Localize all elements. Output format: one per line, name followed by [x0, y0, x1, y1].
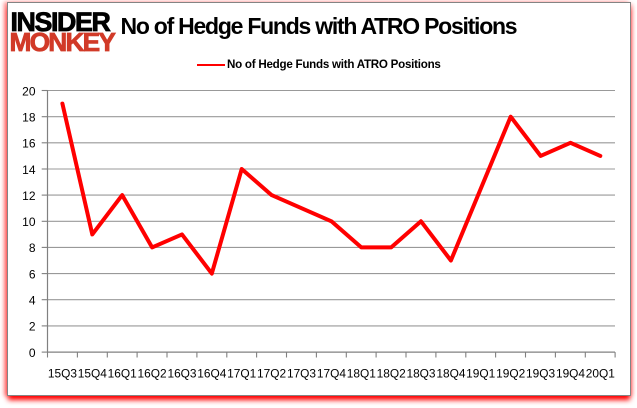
- svg-text:19Q1: 19Q1: [466, 366, 495, 380]
- svg-text:20: 20: [22, 84, 36, 98]
- svg-text:17Q3: 17Q3: [287, 366, 316, 380]
- svg-text:15Q4: 15Q4: [78, 366, 107, 380]
- svg-text:17Q2: 17Q2: [257, 366, 286, 380]
- svg-text:12: 12: [22, 189, 36, 203]
- svg-text:16Q2: 16Q2: [138, 366, 167, 380]
- svg-text:14: 14: [22, 163, 36, 177]
- svg-text:16Q3: 16Q3: [167, 366, 196, 380]
- svg-text:10: 10: [22, 215, 36, 229]
- svg-text:19Q3: 19Q3: [526, 366, 555, 380]
- svg-text:20Q1: 20Q1: [586, 366, 615, 380]
- svg-text:19Q4: 19Q4: [556, 366, 585, 380]
- svg-text:18Q4: 18Q4: [436, 366, 465, 380]
- svg-text:4: 4: [29, 294, 36, 308]
- svg-text:2: 2: [29, 320, 36, 334]
- svg-text:0: 0: [29, 346, 36, 360]
- svg-text:17Q1: 17Q1: [227, 366, 256, 380]
- svg-text:16Q1: 16Q1: [108, 366, 137, 380]
- svg-text:16Q4: 16Q4: [197, 366, 226, 380]
- svg-text:6: 6: [29, 267, 36, 281]
- svg-text:15Q3: 15Q3: [48, 366, 77, 380]
- svg-text:8: 8: [29, 241, 36, 255]
- svg-text:18Q3: 18Q3: [406, 366, 435, 380]
- svg-text:19Q2: 19Q2: [496, 366, 525, 380]
- svg-text:18: 18: [22, 111, 36, 125]
- svg-text:16: 16: [22, 137, 36, 151]
- svg-text:18Q2: 18Q2: [377, 366, 406, 380]
- svg-text:17Q4: 17Q4: [317, 366, 346, 380]
- svg-text:18Q1: 18Q1: [347, 366, 376, 380]
